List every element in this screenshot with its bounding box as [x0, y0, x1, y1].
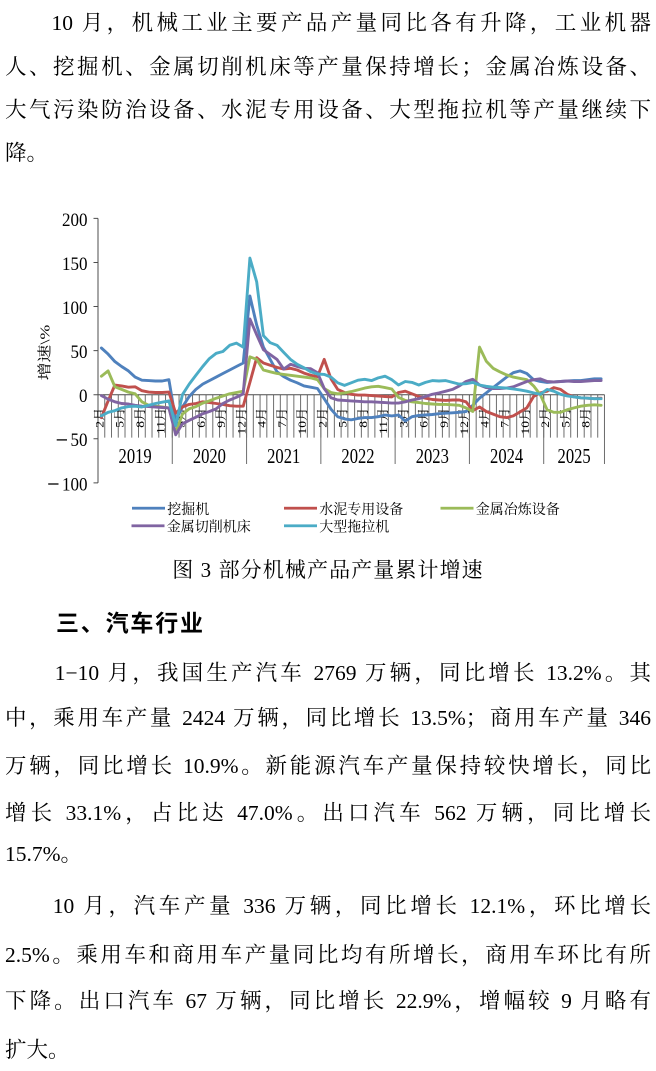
- svg-text:2019: 2019: [119, 445, 152, 468]
- svg-text:2025: 2025: [558, 445, 591, 468]
- svg-text:2月: 2月: [316, 408, 329, 428]
- svg-text:100: 100: [62, 297, 87, 318]
- svg-text:2023: 2023: [416, 445, 449, 468]
- svg-text:8月: 8月: [579, 408, 592, 428]
- svg-text:100: 100: [62, 473, 87, 494]
- svg-text:2021: 2021: [267, 445, 300, 468]
- svg-text:增速\%: 增速\%: [37, 325, 53, 381]
- svg-text:50: 50: [71, 341, 88, 362]
- svg-text:金属切削机床: 金属切削机床: [167, 518, 251, 535]
- svg-text:8月: 8月: [134, 408, 147, 428]
- svg-text:10月: 10月: [296, 408, 309, 435]
- svg-text:2月: 2月: [539, 408, 552, 428]
- svg-text:3月: 3月: [397, 408, 410, 428]
- svg-text:11月: 11月: [377, 408, 390, 434]
- svg-text:挖掘机: 挖掘机: [167, 501, 209, 518]
- svg-text:5月: 5月: [113, 408, 126, 428]
- svg-text:水泥专用设备: 水泥专用设备: [319, 501, 403, 518]
- svg-text:2020: 2020: [193, 445, 226, 468]
- svg-text:2024: 2024: [490, 445, 524, 468]
- svg-text:7月: 7月: [276, 408, 289, 428]
- svg-text:12月: 12月: [458, 408, 471, 435]
- svg-text:200: 200: [62, 209, 87, 230]
- svg-text:11月: 11月: [154, 408, 167, 434]
- svg-text:50: 50: [71, 429, 88, 450]
- svg-text:9月: 9月: [438, 408, 451, 428]
- svg-text:12月: 12月: [235, 408, 248, 435]
- svg-text:9月: 9月: [215, 408, 228, 428]
- svg-text:金属冶炼设备: 金属冶炼设备: [476, 502, 560, 518]
- svg-text:4月: 4月: [255, 408, 268, 428]
- svg-text:150: 150: [62, 253, 87, 274]
- svg-text:10月: 10月: [519, 408, 532, 435]
- svg-text:大型拖拉机: 大型拖拉机: [319, 518, 389, 535]
- svg-text:6月: 6月: [417, 408, 430, 428]
- svg-text:2022: 2022: [341, 445, 374, 468]
- svg-text:0: 0: [79, 385, 87, 406]
